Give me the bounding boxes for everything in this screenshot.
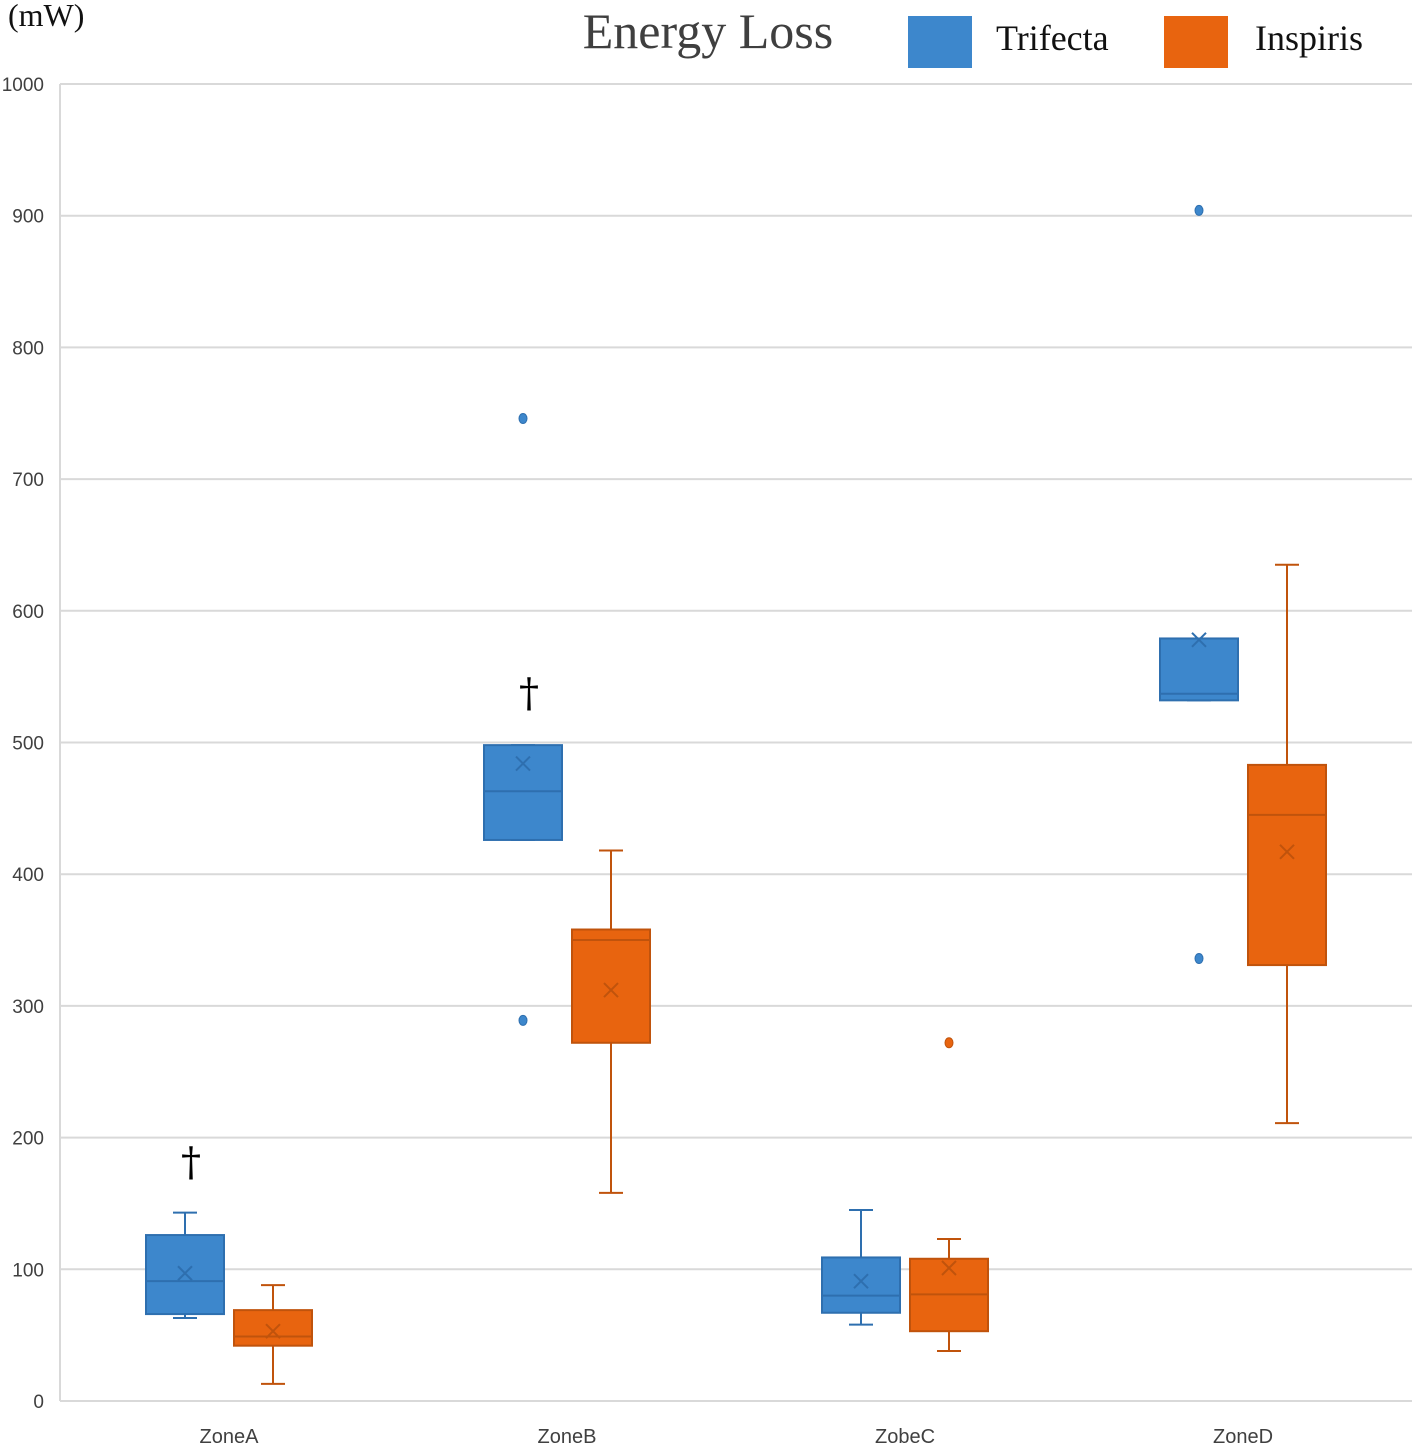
y-tick-label: 300 (12, 997, 44, 1018)
gridlines (59, 83, 1412, 1402)
legend-swatch (1164, 16, 1228, 68)
significance-marker: † (181, 1139, 201, 1185)
chart-title: Energy Loss (583, 3, 833, 59)
x-category-label: ZoneB (538, 1426, 597, 1446)
outlier-point (518, 413, 528, 425)
outlier-point (1194, 952, 1204, 964)
outlier-point (1194, 204, 1204, 216)
y-tick-label: 400 (12, 865, 44, 886)
x-category-label: ZoneA (200, 1426, 260, 1446)
box-plots (145, 204, 1327, 1385)
mean-marker (1191, 632, 1207, 648)
legend: Trifecta Inspiris (908, 16, 1363, 68)
mean-marker (177, 1265, 193, 1281)
y-tick-label: 200 (12, 1129, 44, 1150)
box-iqr (821, 1256, 901, 1314)
box-inspiris-zoned (1247, 563, 1327, 1125)
box-iqr (233, 1309, 313, 1347)
y-tick-label: 900 (12, 207, 44, 228)
mean-marker (853, 1273, 869, 1289)
box-iqr (483, 744, 563, 841)
box-inspiris-zonea (233, 1284, 313, 1385)
box-iqr (571, 928, 651, 1044)
mean-marker (515, 755, 531, 772)
outlier-point (944, 1037, 954, 1049)
mean-marker (1279, 844, 1295, 860)
y-tick-label: 800 (12, 338, 44, 359)
box-trifecta-zoneb (483, 413, 563, 1026)
y-tick-label: 0 (33, 1392, 44, 1413)
box-trifecta-zonea (145, 1211, 225, 1320)
box-inspiris-zobec (909, 1037, 989, 1352)
legend-label: Inspiris (1255, 18, 1363, 58)
mean-marker (941, 1260, 957, 1276)
x-category-label: ZobeC (875, 1426, 935, 1446)
box-trifecta-zobec (821, 1209, 901, 1326)
legend-swatch (908, 16, 972, 68)
y-tick-label: 600 (12, 602, 44, 623)
y-axis-ticks: 0 100 200 300 400 500 600 700 800 900 1000 (2, 75, 44, 1413)
annotations: †† (181, 670, 539, 1185)
legend-label: Trifecta (996, 18, 1109, 58)
y-tick-label: 500 (12, 734, 44, 755)
mean-marker (265, 1323, 281, 1339)
y-tick-label: 100 (12, 1260, 44, 1281)
significance-marker: † (519, 670, 539, 716)
x-axis-categories: ZoneA ZoneB ZobeC ZoneD (200, 1426, 1273, 1446)
y-axis-unit-label: (mW) (8, 0, 84, 33)
y-tick-label: 700 (12, 470, 44, 491)
mean-marker (603, 982, 619, 998)
box-inspiris-zoneb (571, 849, 651, 1194)
box-iqr (1247, 763, 1327, 967)
box-iqr (1159, 637, 1239, 702)
outlier-point (518, 1014, 528, 1026)
x-category-label: ZoneD (1213, 1426, 1273, 1446)
y-tick-label: 1000 (2, 75, 44, 96)
box-trifecta-zoned (1159, 204, 1239, 964)
